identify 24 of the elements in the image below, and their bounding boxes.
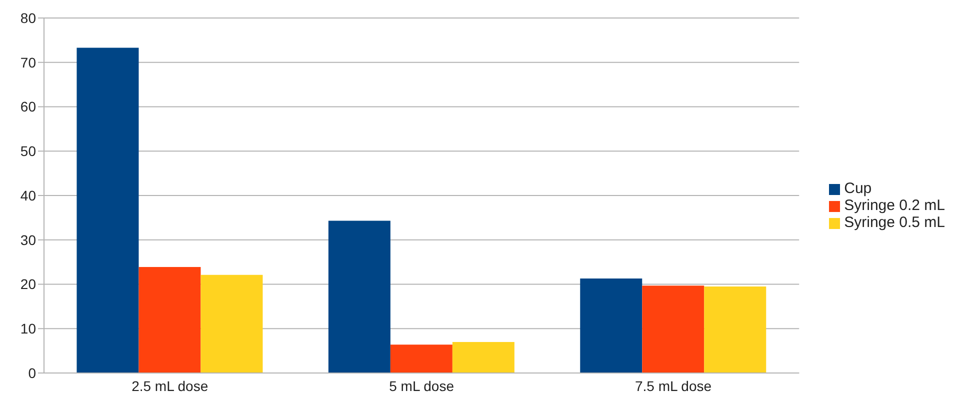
bar — [580, 278, 642, 373]
y-tick-label: 80 — [20, 10, 36, 26]
y-tick-label: 50 — [20, 143, 36, 160]
bar — [138, 266, 201, 373]
bar — [328, 220, 390, 373]
x-tick-label: 2.5 mL dose — [132, 378, 208, 394]
x-tick-label: 5 mL dose — [389, 378, 454, 394]
bar — [452, 342, 514, 373]
x-tick-label: 7.5 mL dose — [634, 378, 712, 394]
legend-label: Syringe 0.2 mL — [844, 197, 945, 214]
y-tick-label: 60 — [20, 98, 36, 115]
y-tick-label: 40 — [20, 187, 36, 204]
bar — [642, 286, 704, 373]
y-tick-label: 20 — [20, 276, 36, 292]
legend-label: Cup — [844, 180, 872, 197]
bar — [704, 286, 766, 373]
legend-label: Syringe 0.5 mL — [844, 214, 945, 231]
y-tick-label: 0 — [28, 364, 36, 381]
y-tick-label: 70 — [20, 54, 36, 70]
y-tick-label: 30 — [20, 232, 36, 248]
bar — [390, 344, 452, 373]
bar — [76, 48, 139, 373]
bar — [200, 274, 263, 373]
y-tick-label: 10 — [20, 320, 36, 337]
